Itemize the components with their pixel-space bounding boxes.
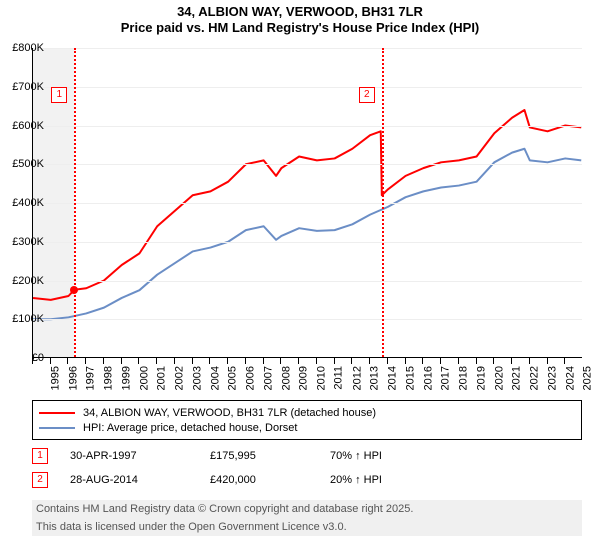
legend-label-blue: HPI: Average price, detached house, Dors… — [83, 422, 297, 434]
y-tick-label: £600K — [4, 120, 44, 132]
x-tick-label: 2009 — [298, 366, 310, 390]
event-date-2: 28-AUG-2014 — [70, 474, 210, 486]
x-tick-label: 1997 — [85, 366, 97, 390]
x-tick-label: 2014 — [387, 366, 399, 390]
x-tick-label: 2010 — [316, 366, 328, 390]
footer-copyright: Contains HM Land Registry data © Crown c… — [32, 500, 582, 518]
x-tick-label: 1999 — [120, 366, 132, 390]
y-tick-label: £300K — [4, 236, 44, 248]
x-tick-label: 2024 — [564, 366, 576, 390]
x-tick-label: 2021 — [511, 366, 523, 390]
x-tick-label: 2013 — [369, 366, 381, 390]
x-tick-label: 2006 — [245, 366, 257, 390]
x-tick-label: 2007 — [262, 366, 274, 390]
x-tick-label: 2000 — [138, 366, 150, 390]
x-tick-label: 2004 — [209, 366, 221, 390]
event-pct-1: 70% ↑ HPI — [330, 450, 470, 462]
y-tick-label: £0 — [4, 352, 44, 364]
legend-swatch-blue — [39, 427, 75, 429]
series-blue — [33, 149, 581, 320]
event-line-badge-1: 1 — [51, 87, 67, 103]
x-tick-label: 2008 — [280, 366, 292, 390]
x-tick-label: 1996 — [67, 366, 79, 390]
y-tick-label: £200K — [4, 275, 44, 287]
event-pct-2: 20% ↑ HPI — [330, 474, 470, 486]
chart-title-address: 34, ALBION WAY, VERWOOD, BH31 7LR — [0, 4, 600, 19]
data-point-marker — [70, 286, 78, 294]
x-tick-label: 2011 — [333, 366, 345, 390]
legend-label-red: 34, ALBION WAY, VERWOOD, BH31 7LR (detac… — [83, 407, 376, 419]
x-tick-label: 2023 — [546, 366, 558, 390]
event-date-1: 30-APR-1997 — [70, 450, 210, 462]
chart-title-subtitle: Price paid vs. HM Land Registry's House … — [0, 20, 600, 35]
event-row-1: 1 30-APR-1997 £175,995 70% ↑ HPI — [32, 444, 470, 468]
series-red — [33, 110, 581, 300]
event-line-2 — [382, 48, 384, 357]
event-line-badge-2: 2 — [359, 87, 375, 103]
x-tick-label: 1998 — [103, 366, 115, 390]
footer-licence: This data is licensed under the Open Gov… — [32, 518, 582, 536]
y-tick-label: £700K — [4, 81, 44, 93]
x-tick-label: 2018 — [458, 366, 470, 390]
x-tick-label: 2003 — [191, 366, 203, 390]
event-badge-1: 1 — [32, 448, 48, 464]
event-badge-2: 2 — [32, 472, 48, 488]
event-price-2: £420,000 — [210, 474, 330, 486]
x-tick-label: 2005 — [227, 366, 239, 390]
x-tick-label: 2022 — [529, 366, 541, 390]
event-row-2: 2 28-AUG-2014 £420,000 20% ↑ HPI — [32, 468, 470, 492]
x-tick-label: 1995 — [49, 366, 61, 390]
y-tick-label: £100K — [4, 313, 44, 325]
legend-box: 34, ALBION WAY, VERWOOD, BH31 7LR (detac… — [32, 400, 582, 440]
chart-container: { "title_line1": "34, ALBION WAY, VERWOO… — [0, 0, 600, 560]
legend-row-blue: HPI: Average price, detached house, Dors… — [39, 420, 575, 435]
plot-area — [32, 48, 582, 358]
y-tick-label: £500K — [4, 158, 44, 170]
x-tick-label: 2025 — [582, 366, 594, 390]
x-tick-label: 2016 — [422, 366, 434, 390]
x-tick-label: 2015 — [404, 366, 416, 390]
x-tick-label: 2001 — [156, 366, 168, 390]
x-tick-label: 2002 — [174, 366, 186, 390]
y-tick-label: £800K — [4, 42, 44, 54]
x-tick-label: 2019 — [475, 366, 487, 390]
legend-row-red: 34, ALBION WAY, VERWOOD, BH31 7LR (detac… — [39, 405, 575, 420]
event-line-1 — [74, 48, 76, 357]
x-tick-label: 2020 — [493, 366, 505, 390]
event-table: 1 30-APR-1997 £175,995 70% ↑ HPI 2 28-AU… — [32, 444, 470, 492]
y-tick-label: £400K — [4, 197, 44, 209]
x-tick-label: 2012 — [351, 366, 363, 390]
x-tick-label: 2017 — [440, 366, 452, 390]
event-price-1: £175,995 — [210, 450, 330, 462]
legend-swatch-red — [39, 412, 75, 414]
